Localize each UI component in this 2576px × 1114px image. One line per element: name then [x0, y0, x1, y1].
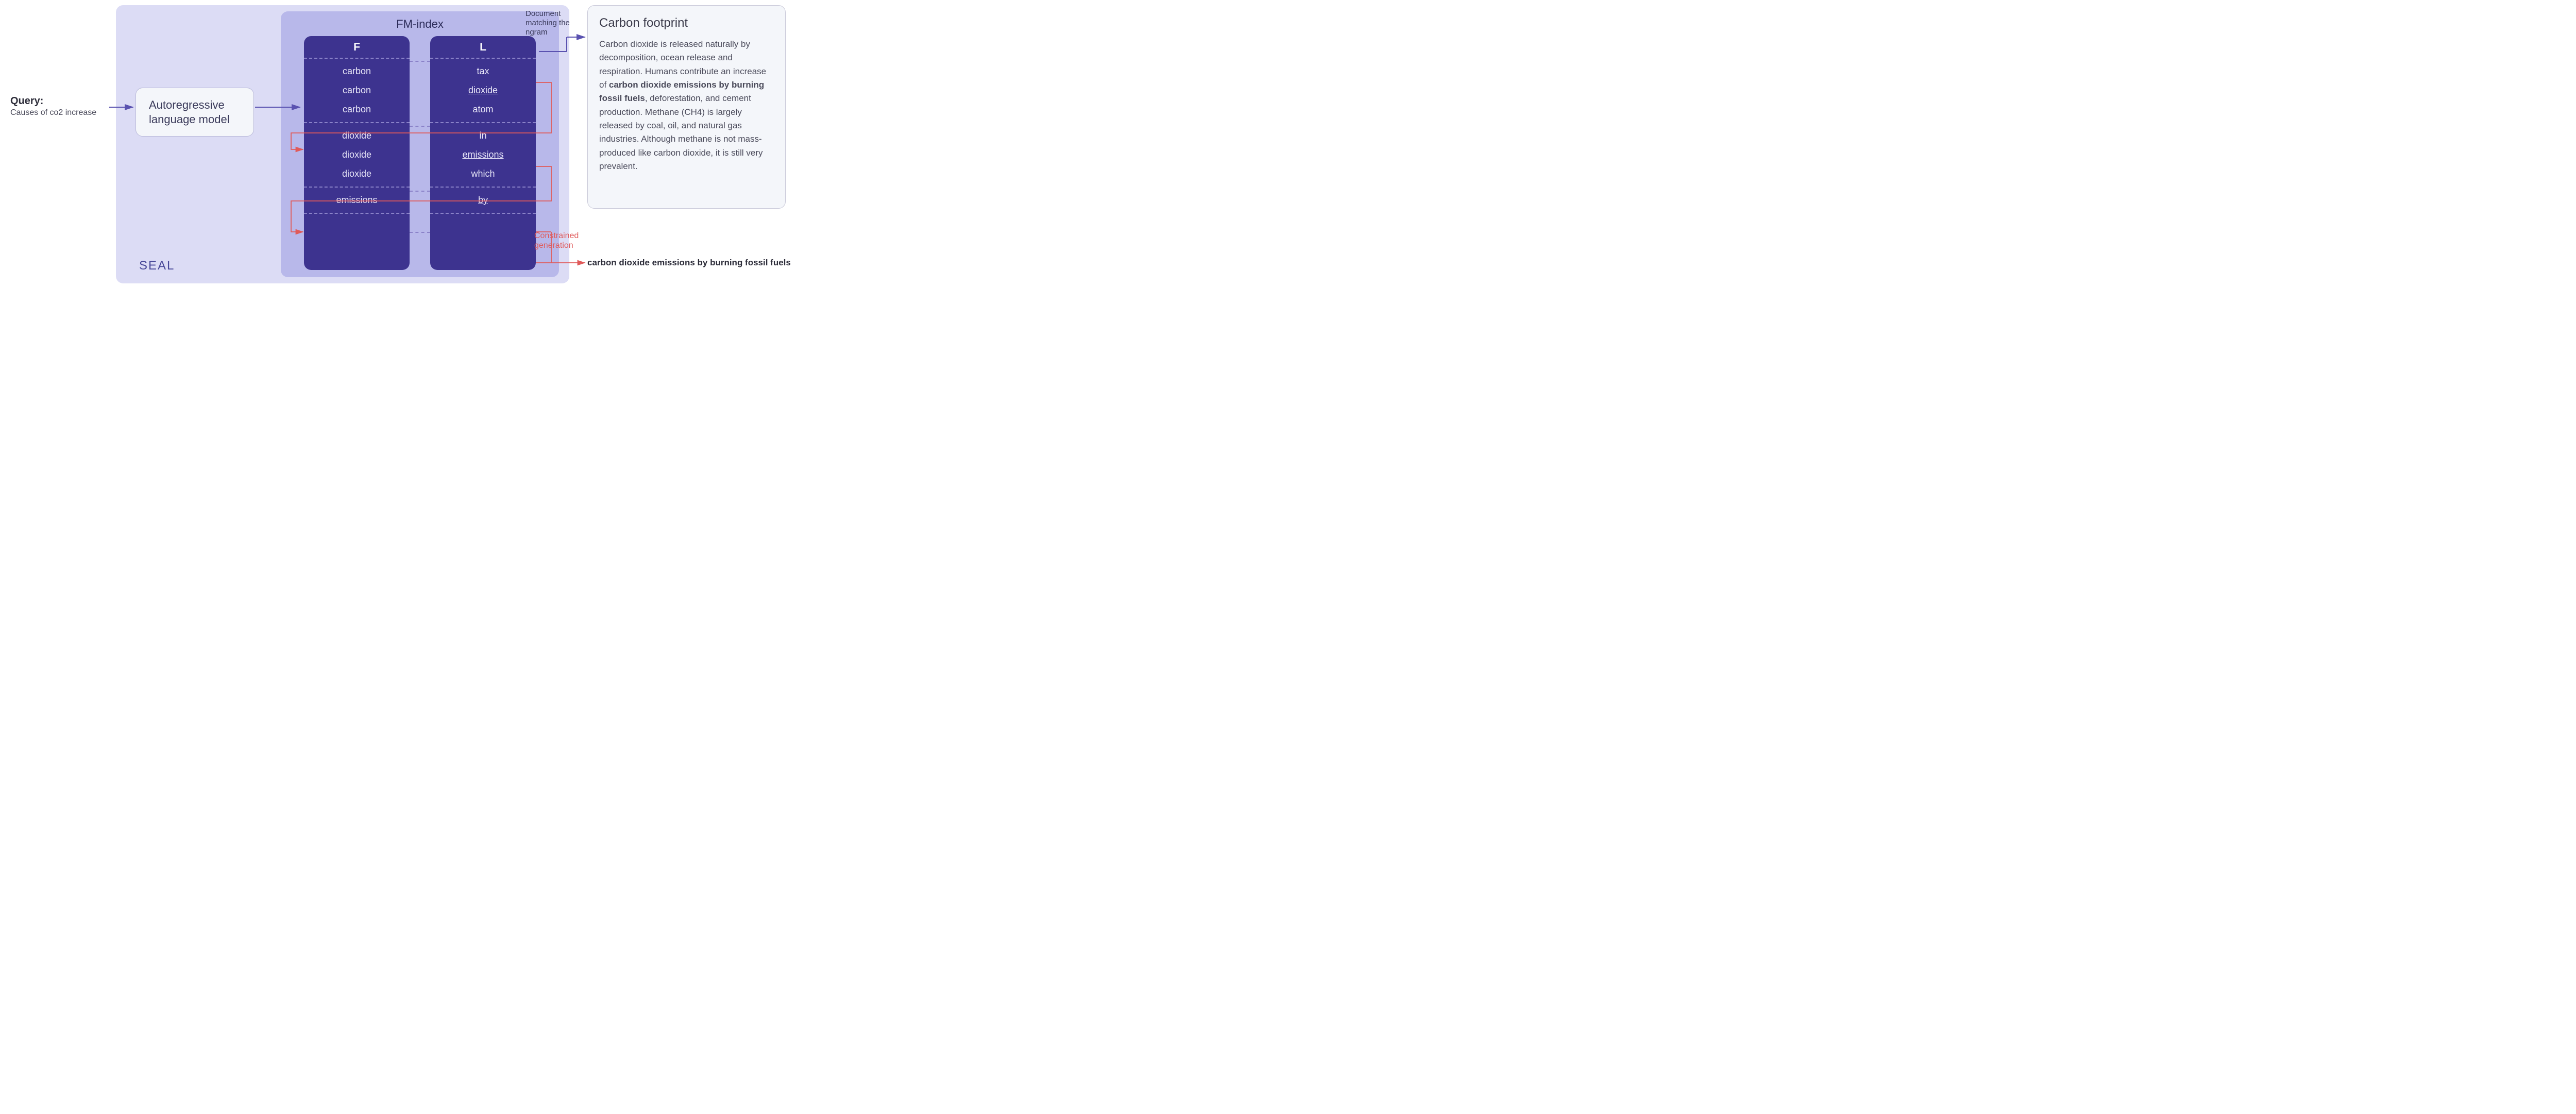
column-cell: carbon	[304, 62, 410, 81]
column-cell: dioxide	[430, 81, 536, 100]
fm-index-box: FM-index F carboncarboncarbondioxidediox…	[281, 11, 559, 277]
column-f: F carboncarboncarbondioxidedioxidedioxid…	[304, 36, 410, 270]
query-block: Query: Causes of co2 increase	[10, 95, 108, 117]
column-cell: tax	[430, 62, 536, 81]
column-cell: which	[430, 164, 536, 183]
query-label: Query:	[10, 95, 108, 107]
constrained-generation-label: Constrained generation	[534, 231, 596, 250]
seal-label: SEAL	[139, 259, 175, 273]
column-l-header: L	[430, 36, 536, 58]
column-divider	[304, 213, 410, 214]
column-cell: carbon	[304, 81, 410, 100]
column-divider	[430, 213, 536, 214]
document-match-label: Document matching the ngram	[526, 9, 582, 37]
inter-column-dash	[410, 61, 430, 62]
seal-container: SEAL Autoregressive language model FM-in…	[116, 5, 569, 283]
document-body: Carbon dioxide is released naturally by …	[599, 38, 774, 173]
document-title: Carbon footprint	[599, 16, 774, 30]
column-f-header: F	[304, 36, 410, 58]
column-cell: in	[430, 126, 536, 145]
column-cell: by	[430, 191, 536, 210]
column-cell: atom	[430, 100, 536, 119]
inter-column-dash	[410, 126, 430, 127]
column-cell: dioxide	[304, 145, 410, 164]
inter-column-dash	[410, 232, 430, 233]
column-cell: emissions	[304, 191, 410, 210]
generated-output: carbon dioxide emissions by burning foss…	[587, 258, 791, 268]
inter-column-dash	[410, 191, 430, 192]
column-cell: carbon	[304, 100, 410, 119]
column-cell: emissions	[430, 145, 536, 164]
fm-index-title: FM-index	[281, 11, 559, 31]
document-panel: Carbon footprint Carbon dioxide is relea…	[587, 5, 786, 209]
column-l: L taxdioxideatom inemissionswhich by	[430, 36, 536, 270]
doc-body-post: , deforestation, and cement production. …	[599, 93, 762, 171]
column-cell: dioxide	[304, 126, 410, 145]
query-text: Causes of co2 increase	[10, 108, 108, 117]
autoregressive-lm-box: Autoregressive language model	[135, 88, 254, 137]
alm-text: Autoregressive language model	[149, 98, 241, 126]
column-cell: dioxide	[304, 164, 410, 183]
